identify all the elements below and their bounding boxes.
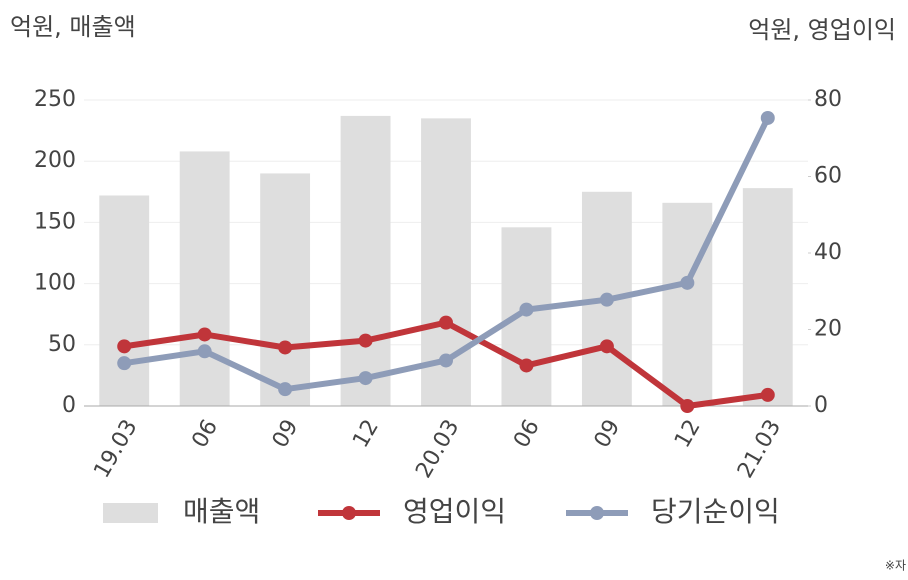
bar: [179, 151, 230, 406]
point: [760, 110, 775, 125]
bar: [662, 202, 713, 406]
y-tick-label: 250: [34, 87, 76, 112]
x-tick-label: 20.03: [411, 416, 464, 483]
x-tick-label: 19.03: [89, 416, 142, 483]
point: [278, 340, 293, 355]
point: [599, 339, 614, 354]
y-axis-label: 억원, 매출액: [10, 13, 136, 41]
point: [439, 315, 453, 330]
bar: [501, 227, 552, 406]
point: [519, 302, 534, 317]
y-tick-label: 150: [34, 209, 76, 234]
legend-swatch: [103, 503, 158, 523]
y-tick-label: 50: [48, 332, 76, 357]
legend-swatch: [342, 506, 356, 520]
x-tick-label: 12: [348, 416, 384, 453]
footnote: ※자: [885, 559, 906, 573]
legend-label: 당기순이익: [651, 495, 780, 528]
point: [599, 292, 614, 307]
y-tick-label: 100: [34, 271, 76, 296]
y-tick-label: 0: [62, 393, 76, 418]
legend-swatch: [590, 506, 604, 520]
bar: [99, 195, 150, 406]
point: [358, 333, 373, 348]
bar: [260, 173, 311, 406]
point: [519, 358, 534, 373]
point: [358, 371, 373, 386]
y2-tick-label: 60: [814, 164, 842, 189]
bar: [742, 188, 793, 406]
point: [197, 344, 212, 359]
x-tick-label: 06: [509, 416, 545, 453]
point: [439, 353, 453, 368]
bar: [340, 115, 391, 407]
legend-label: 매출액: [183, 495, 260, 528]
y2-tick-label: 0: [814, 393, 828, 418]
y2-axis-label: 억원, 영업이익: [748, 16, 896, 44]
legend-label: 영업이익: [403, 495, 506, 528]
y2-tick-label: 40: [814, 240, 842, 265]
y2-tick-label: 80: [814, 87, 842, 112]
x-tick-label: 09: [268, 416, 304, 453]
point: [760, 387, 775, 402]
point: [117, 339, 132, 354]
point: [680, 399, 695, 413]
y-tick-label: 200: [34, 148, 76, 173]
x-tick-label: 06: [187, 416, 223, 453]
point: [278, 382, 293, 397]
x-tick-label: 21.03: [733, 416, 786, 483]
point: [680, 275, 695, 290]
x-tick-label: 12: [670, 416, 706, 453]
x-tick-label: 09: [590, 416, 626, 453]
y2-tick-label: 20: [814, 317, 842, 342]
point: [197, 327, 212, 342]
point: [117, 356, 132, 371]
